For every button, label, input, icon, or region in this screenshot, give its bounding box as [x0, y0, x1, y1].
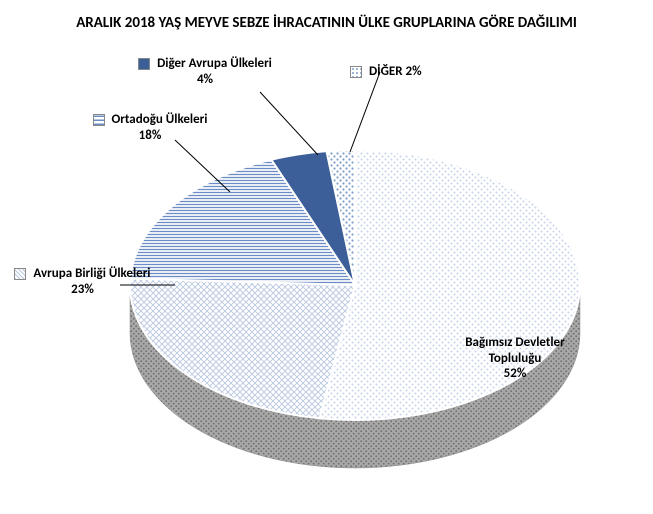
swatch-ortadogu	[93, 114, 105, 126]
label-bdt-pct: 52%	[504, 366, 527, 381]
label-ortadogu: Ortadoğu Ülkeleri 18%	[75, 112, 225, 143]
label-diger: DİĞER 2%	[350, 64, 470, 80]
label-bdt-line1: Bağımsız Devletler	[465, 335, 564, 350]
swatch-diger	[350, 66, 362, 78]
label-diger-line1: DİĞER 2%	[369, 64, 422, 79]
label-ab-line1: Avrupa Birliği Ülkeleri	[33, 266, 150, 281]
label-bdt: Bağımsız Devletler Topluluğu 52%	[430, 335, 600, 382]
label-ab-pct: 23%	[71, 282, 94, 297]
label-diger-avrupa-pct: 4%	[197, 72, 213, 87]
swatch-diger-avrupa	[138, 58, 150, 70]
swatch-ab	[14, 268, 26, 280]
label-ab: Avrupa Birliği Ülkeleri 23%	[0, 266, 165, 297]
label-ortadogu-line1: Ortadoğu Ülkeleri	[112, 112, 208, 127]
label-diger-avrupa: Diğer Avrupa Ülkeleri 4%	[115, 56, 295, 87]
leader-line	[350, 72, 380, 152]
leader-line	[175, 140, 230, 192]
label-diger-avrupa-line1: Diğer Avrupa Ülkeleri	[157, 56, 272, 71]
pie-chart: Bağımsız Devletler Topluluğu 52% Avrupa …	[0, 50, 653, 510]
leader-line	[260, 92, 318, 155]
label-ortadogu-pct: 18%	[139, 128, 162, 143]
label-bdt-line2: Topluluğu	[489, 351, 542, 366]
chart-title: ARALIK 2018 YAŞ MEYVE SEBZE İHRACATININ …	[0, 14, 653, 32]
